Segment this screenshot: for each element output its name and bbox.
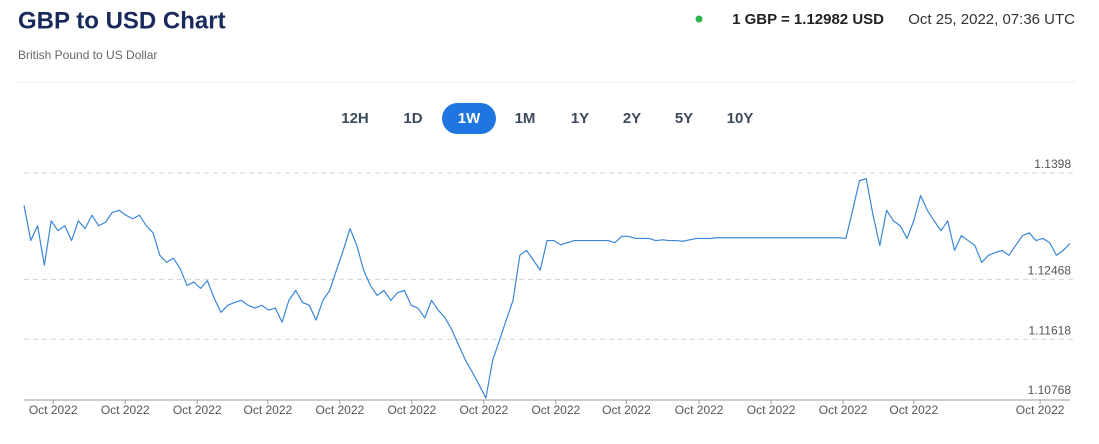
range-button[interactable]: 1Y <box>571 110 589 127</box>
x-tick-label: Oct 2022 <box>889 403 938 417</box>
x-tick-label: Oct 2022 <box>459 403 508 417</box>
y-tick-label: 1.10768 <box>1028 383 1072 397</box>
x-tick-label: Oct 2022 <box>243 403 292 417</box>
range-button[interactable]: 5Y <box>675 110 693 127</box>
x-tick-label: Oct 2022 <box>101 403 150 417</box>
range-button[interactable]: 1D <box>403 110 422 127</box>
rate: 1 GBP = 1.12982 USD <box>732 11 884 28</box>
subtitle: British Pound to US Dollar <box>18 48 157 62</box>
price-line <box>23 178 1071 399</box>
range-button[interactable]: 10Y <box>727 110 754 127</box>
x-tick-label: Oct 2022 <box>173 403 222 417</box>
range-button[interactable]: 2Y <box>623 110 641 127</box>
range-button-label: 10Y <box>727 110 754 127</box>
range-button-label: 1M <box>515 110 536 127</box>
title: GBP to USD Chart <box>18 7 226 34</box>
range-button-label: 2Y <box>623 110 641 127</box>
live-dot <box>695 15 703 23</box>
range-button[interactable]: 12H <box>341 110 369 127</box>
timestamp: Oct 25, 2022, 07:36 UTC <box>908 11 1075 28</box>
x-tick-label: Oct 2022 <box>315 403 364 417</box>
y-tick-label: 1.11618 <box>1029 323 1072 337</box>
range-button[interactable]: 1M <box>515 110 536 127</box>
range-button-label: 1Y <box>571 110 589 127</box>
x-tick-label: Oct 2022 <box>531 403 580 417</box>
range-button-label: 1D <box>403 110 422 127</box>
x-tick-label: Oct 2022 <box>819 403 868 417</box>
range-button-bg <box>442 103 496 134</box>
y-tick-label: 1.12468 <box>1028 264 1072 278</box>
y-tick-label: 1.1398 <box>1034 157 1071 171</box>
x-tick-label: Oct 2022 <box>1016 403 1065 417</box>
range-button[interactable]: 1W <box>442 103 496 134</box>
x-tick-label: Oct 2022 <box>29 403 78 417</box>
range-button-label: 1W <box>458 110 481 127</box>
range-button-label: 5Y <box>675 110 693 127</box>
x-tick-label: Oct 2022 <box>602 403 651 417</box>
x-tick-label: Oct 2022 <box>675 403 724 417</box>
x-tick-label: Oct 2022 <box>747 403 796 417</box>
x-tick-label: Oct 2022 <box>387 403 436 417</box>
range-button-label: 12H <box>341 110 369 127</box>
